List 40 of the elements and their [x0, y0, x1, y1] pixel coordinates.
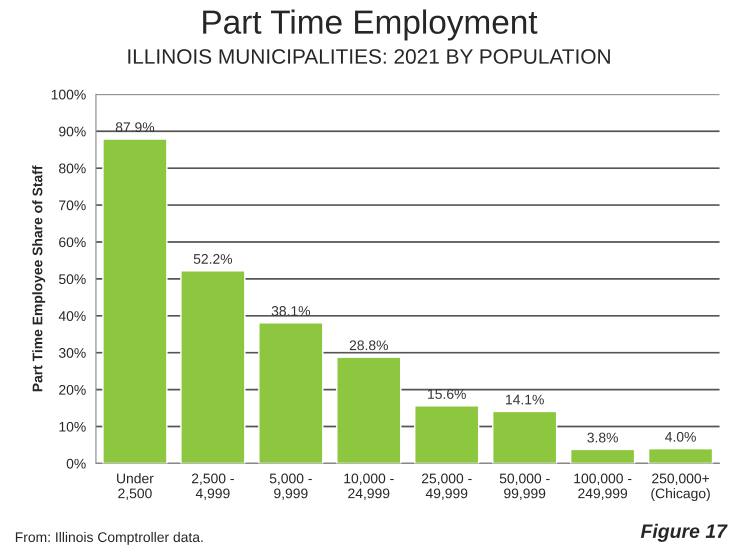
- bar: [258, 322, 324, 464]
- bar: [180, 270, 246, 464]
- y-tick-label: 30%: [58, 348, 86, 358]
- y-tick-label: 100%: [52, 90, 86, 100]
- bar: [570, 448, 636, 464]
- x-tick-label: 250,000+ (Chicago): [651, 474, 710, 502]
- x-tick-label: 100,000 - 249,999: [574, 474, 632, 500]
- y-tick-label: 20%: [59, 384, 86, 395]
- x-tick-label: 50,000 - 99,999: [500, 474, 550, 500]
- y-tick-label: 0%: [66, 458, 86, 469]
- x-tick-label: 10,000 - 24,999: [344, 474, 394, 500]
- text: From: Illinois Comptroller data.: [16, 532, 203, 545]
- chart-title: Part Time Employment: [203, 9, 538, 41]
- bar: [492, 410, 558, 464]
- data-label: 52.2%: [194, 254, 232, 264]
- x-tick-label: Under 2,500: [117, 473, 154, 500]
- bar: [648, 448, 714, 464]
- x-tick-label: 5,000 - 9,999: [270, 474, 312, 500]
- y-tick-label: 90%: [59, 126, 86, 136]
- bar: [102, 138, 168, 464]
- x-tick-label: 25,000 - 49,999: [422, 474, 472, 500]
- x-tick-label: 2,500 - 4,999: [192, 474, 234, 500]
- data-label: 28.8%: [350, 340, 388, 350]
- bar: [414, 405, 480, 464]
- data-label: 4.0%: [665, 432, 696, 442]
- bar: [336, 356, 402, 464]
- data-label: 3.8%: [587, 432, 618, 442]
- y-tick-label: 70%: [59, 200, 86, 210]
- data-label: 14.1%: [506, 394, 544, 404]
- y-tick-label: 80%: [59, 164, 86, 174]
- y-tick-label: 10%: [59, 422, 86, 432]
- y-axis-title: Part Time Employee Share of Staff: [32, 166, 46, 392]
- y-tick-label: 40%: [58, 311, 86, 321]
- data-label: 15.6%: [428, 389, 466, 399]
- chart-subtitle: ILLINOIS MUNICIPALITIES: 2021 BY POPULATION: [128, 49, 610, 64]
- data-label: 38.1%: [272, 306, 310, 316]
- caption: Figure 17: [640, 524, 728, 542]
- data-label: 87.9%: [116, 122, 154, 132]
- y-tick-label: 50%: [58, 274, 86, 284]
- y-tick-label: 60%: [59, 237, 86, 248]
